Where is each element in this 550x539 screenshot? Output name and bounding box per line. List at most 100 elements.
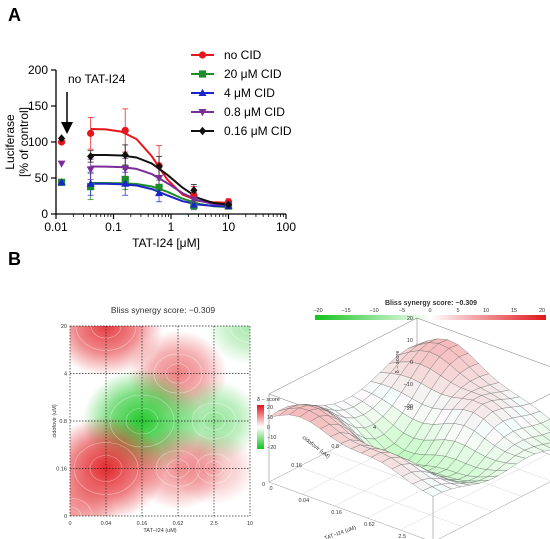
surface-tat-tick: 0.16 bbox=[331, 510, 342, 516]
x-axis-title: TAT-I24 [μM] bbox=[132, 236, 200, 250]
surface-colorbar-tick: 15 bbox=[511, 308, 517, 314]
legend-marker-0-8-m-cid bbox=[198, 109, 207, 117]
surface-colorbar-tick: −5 bbox=[399, 308, 405, 314]
heatmap-y-tick-label: 4 bbox=[64, 372, 67, 378]
heatmap-title: Bliss synergy score: −0.309 bbox=[111, 305, 215, 315]
data-point-0-16-m-cid bbox=[87, 152, 95, 161]
surface-tat-tick: 0.62 bbox=[364, 522, 375, 528]
x-tick-label: 0.01 bbox=[44, 220, 68, 234]
control-point-0-8-m-cid bbox=[57, 160, 66, 168]
heatmap-y-tick-label: 0 bbox=[64, 514, 67, 520]
data-point-0-16-m-cid bbox=[224, 200, 233, 209]
surface-colorbar-tick: −15 bbox=[341, 308, 350, 314]
heatmap-colorbar: δ − score 20 10 0 −10 −20 bbox=[257, 397, 280, 451]
surface-z-title: δ − score bbox=[395, 351, 401, 374]
panel-label-b: B bbox=[8, 249, 21, 269]
data-point-no-cid bbox=[121, 126, 129, 135]
surface-cidofovir-title: cidofovir (uM) bbox=[301, 435, 331, 460]
panel-label-a: A bbox=[8, 5, 21, 25]
synergy-blob-positive bbox=[171, 431, 250, 506]
surface-cidofovir-tick: 0.8 bbox=[331, 444, 339, 450]
surface-title: Bliss synergy score: −0.309 bbox=[385, 300, 477, 307]
heatmap-y-tick-label: 0.16 bbox=[56, 467, 67, 473]
legend-marker-4-m-cid bbox=[198, 88, 207, 96]
data-point-no-cid bbox=[87, 129, 95, 137]
colorbar-tick-label: −10 bbox=[267, 435, 276, 441]
surface-cidofovir-tick: 20 bbox=[407, 406, 413, 412]
heatmap-x-tick-label: 0.62 bbox=[173, 521, 184, 527]
x-tick-label: 1 bbox=[168, 220, 175, 234]
data-point-0-16-m-cid bbox=[155, 162, 163, 171]
surface-facet bbox=[422, 486, 443, 497]
surface-z-tick: −20 bbox=[404, 404, 413, 410]
heatmap-x-tick-label: 2.5 bbox=[210, 521, 218, 527]
control-point-0-16-m-cid bbox=[57, 134, 66, 143]
surface-tat-tick: 0 bbox=[269, 486, 272, 492]
y-tick-label: 0 bbox=[41, 207, 48, 221]
surface-floor-grid bbox=[268, 481, 426, 539]
data-point-0-16-m-cid bbox=[190, 186, 198, 195]
surface-colorbar-ramp bbox=[315, 315, 546, 320]
surface-z-tick: 0 bbox=[410, 360, 413, 366]
heatmap-y-axis-title: cidofovir (uM) bbox=[52, 404, 58, 437]
x-tick-label: 100 bbox=[276, 220, 296, 234]
heatmap-axes: 0 0.04 0.16 0.62 2.5 10 0 0.16 0.8 4 20 TAT−I24 (uM… bbox=[52, 324, 253, 534]
data-point-0-8-m-cid bbox=[155, 175, 164, 183]
heatmap-y-tick-label: 20 bbox=[61, 324, 67, 330]
surface-box-edge bbox=[268, 317, 418, 395]
legend-marker-0-16-m-cid bbox=[198, 126, 207, 136]
dose-response-chart: 0.01 0.1 1 10 100 0 50 100 150 200 TAT-I24 [μM] Luc… bbox=[3, 48, 296, 250]
colorbar-tick-label: 20 bbox=[267, 405, 273, 411]
legend-label-4-m-cid: 4 μM CID bbox=[224, 86, 275, 100]
colorbar-tick-label: −20 bbox=[267, 445, 276, 451]
surface-colorbar-tick: −10 bbox=[369, 308, 378, 314]
heatmap-x-tick-label: 0 bbox=[68, 521, 71, 527]
surface-colorbar-tick: 10 bbox=[483, 308, 489, 314]
data-point-4-m-cid bbox=[86, 179, 95, 187]
surface-cidofovir-tick: 0.16 bbox=[291, 463, 302, 469]
surface-cidofovir-tick: 0 bbox=[262, 482, 265, 488]
surface-colorbar-tick: −20 bbox=[313, 308, 322, 314]
surface-tat-tick: 2.5 bbox=[398, 534, 406, 539]
x-tick-label: 0.1 bbox=[105, 220, 122, 234]
data-points bbox=[57, 126, 233, 210]
surface-colorbar-tick: 20 bbox=[539, 308, 545, 314]
data-point-4-m-cid bbox=[121, 179, 130, 187]
surface-tat-tick: 0.04 bbox=[298, 498, 309, 504]
control-point-4-m-cid bbox=[57, 178, 66, 186]
surface-mesh bbox=[268, 338, 550, 497]
data-point-4-m-cid bbox=[189, 200, 198, 208]
heatmap-x-tick-label: 10 bbox=[247, 521, 253, 527]
surface-box-edge bbox=[416, 317, 550, 367]
synergy-surface-3d: Bliss synergy score: −0.309 −20 −15 −10 −5 0… bbox=[262, 300, 550, 539]
surface-facet bbox=[542, 442, 550, 449]
heatmap-y-tick-label: 0.8 bbox=[59, 419, 67, 425]
surface-colorbar-tick: 0 bbox=[428, 308, 431, 314]
heatmap-plot-area bbox=[69, 325, 251, 517]
data-point-0-8-m-cid bbox=[86, 166, 95, 174]
y-tick-label: 150 bbox=[28, 99, 48, 113]
surface-floor-grid bbox=[400, 453, 549, 531]
legend-label-20-m-cid: 20 μM CID bbox=[224, 67, 282, 81]
surface-z-tick: 20 bbox=[407, 316, 413, 322]
data-point-20-m-cid bbox=[121, 175, 129, 184]
y-tick-label: 200 bbox=[28, 63, 48, 77]
surface-floor-grid bbox=[438, 481, 550, 539]
colorbar-tick-label: 10 bbox=[267, 415, 273, 421]
legend-label-0-8-m-cid: 0.8 μM CID bbox=[224, 105, 285, 119]
data-point-0-8-m-cid bbox=[121, 165, 130, 173]
surface-z-tick: −10 bbox=[404, 382, 413, 388]
colorbar-title: δ − score bbox=[257, 397, 280, 403]
surface-tat-title: TAT−I24 (uM) bbox=[324, 525, 357, 539]
data-point-0-16-m-cid bbox=[121, 150, 129, 160]
synergy-blob-negative bbox=[205, 326, 250, 365]
legend: no CID 20 μM CID 4 μM CID 0.8 μM CID 0.16 μM… bbox=[191, 48, 292, 138]
surface-colorbar-tick: 5 bbox=[456, 308, 459, 314]
annotation-no-tat: no TAT-I24 bbox=[68, 72, 126, 86]
legend-label-0-16-m-cid: 0.16 μM CID bbox=[224, 124, 292, 138]
y-axis-title-line: Luciferase bbox=[3, 114, 17, 170]
axes: 0.01 0.1 1 10 100 0 50 100 150 200 TAT-I24 [μM] Luc… bbox=[3, 63, 296, 250]
data-point-0-8-m-cid bbox=[189, 196, 198, 204]
x-tick-label: 10 bbox=[222, 220, 236, 234]
